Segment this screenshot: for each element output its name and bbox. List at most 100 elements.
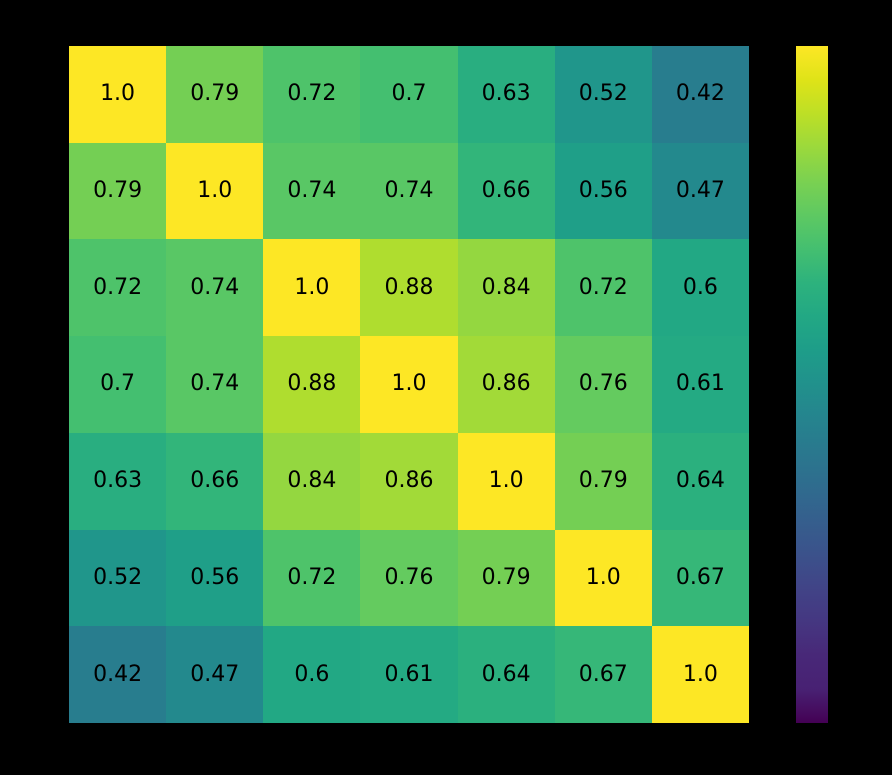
- cell-value-label: 0.67: [675, 564, 725, 590]
- heatmap-cell: 0.79: [554, 432, 652, 530]
- cell-value-label: 0.42: [675, 81, 725, 107]
- cell-value-label: 0.47: [675, 178, 725, 204]
- heatmap-cell: 0.63: [69, 432, 167, 530]
- cell-value-label: 1.0: [488, 468, 524, 494]
- cell-value-label: 0.74: [190, 274, 240, 300]
- cell-value-label: 0.64: [675, 468, 725, 494]
- heatmap-cell: 1.0: [69, 46, 167, 143]
- cell-value-label: 0.52: [93, 564, 143, 590]
- heatmap-cell: 0.63: [457, 46, 555, 143]
- heatmap: 1.0 0.79 0.72 0.7 0.63 0.52 0.42 0.79 1.0 0.74 0.7…: [69, 46, 749, 723]
- heatmap-cell: 0.79: [457, 529, 555, 627]
- heatmap-cell: 0.84: [457, 239, 555, 337]
- cell-value-label: 0.61: [384, 661, 434, 687]
- cell-value-label: 0.63: [481, 81, 531, 107]
- cell-value-label: 0.88: [287, 371, 337, 397]
- cell-value-label: 0.74: [287, 178, 337, 204]
- heatmap-cell: 0.64: [457, 626, 555, 723]
- cell-value-label: 0.79: [481, 564, 531, 590]
- cell-value-label: 0.79: [93, 178, 143, 204]
- cell-value-label: 0.6: [682, 274, 718, 300]
- heatmap-cell: 0.74: [360, 142, 458, 240]
- heatmap-cell: 0.76: [360, 529, 458, 627]
- cell-value-label: 0.79: [578, 468, 628, 494]
- cell-value-label: 0.88: [384, 274, 434, 300]
- heatmap-cell: 0.72: [263, 46, 361, 143]
- cell-value-label: 1.0: [197, 178, 233, 204]
- cell-value-label: 0.66: [481, 178, 531, 204]
- cell-value-label: 0.52: [578, 81, 628, 107]
- heatmap-cell: 0.67: [554, 626, 652, 723]
- heatmap-cell: 1.0: [166, 142, 264, 240]
- cell-value-label: 1.0: [585, 564, 621, 590]
- heatmap-cell: 0.52: [69, 529, 167, 627]
- heatmap-cell: 1.0: [457, 432, 555, 530]
- heatmap-cell: 0.88: [360, 239, 458, 337]
- heatmap-cell: 0.86: [457, 336, 555, 433]
- heatmap-cell: 0.52: [554, 46, 652, 143]
- cell-value-label: 0.76: [384, 564, 434, 590]
- heatmap-cell: 0.88: [263, 336, 361, 433]
- heatmap-cell: 0.47: [651, 142, 749, 240]
- heatmap-cell: 0.67: [651, 529, 749, 627]
- cell-value-label: 0.76: [578, 371, 628, 397]
- heatmap-cell: 1.0: [263, 239, 361, 337]
- heatmap-cell: 0.72: [554, 239, 652, 337]
- heatmap-cell: 0.74: [166, 239, 264, 337]
- heatmap-cell: 0.74: [263, 142, 361, 240]
- heatmap-cell: 0.72: [69, 239, 167, 337]
- heatmap-cell: 0.7: [360, 46, 458, 143]
- heatmap-cell: 0.42: [651, 46, 749, 143]
- cell-value-label: 0.86: [384, 468, 434, 494]
- cell-value-label: 0.7: [391, 81, 427, 107]
- heatmap-cell: 0.56: [166, 529, 264, 627]
- cell-value-label: 0.42: [93, 661, 143, 687]
- cell-value-label: 0.56: [578, 178, 628, 204]
- heatmap-cell: 0.72: [263, 529, 361, 627]
- heatmap-cell: 0.56: [554, 142, 652, 240]
- heatmap-cell: 0.61: [360, 626, 458, 723]
- heatmap-cell: 0.42: [69, 626, 167, 723]
- heatmap-cell: 1.0: [554, 529, 652, 627]
- cell-value-label: 0.86: [481, 371, 531, 397]
- cell-value-label: 0.72: [93, 274, 143, 300]
- colorbar: [796, 46, 828, 723]
- cell-value-label: 1.0: [682, 661, 718, 687]
- heatmap-cell: 0.74: [166, 336, 264, 433]
- cell-value-label: 0.47: [190, 661, 240, 687]
- cell-value-label: 0.84: [481, 274, 531, 300]
- heatmap-cell: 0.79: [69, 142, 167, 240]
- cell-value-label: 0.7: [100, 371, 136, 397]
- cell-value-label: 0.84: [287, 468, 337, 494]
- cell-value-label: 0.72: [287, 564, 337, 590]
- cell-value-label: 0.67: [578, 661, 628, 687]
- cell-value-label: 0.79: [190, 81, 240, 107]
- cell-value-label: 1.0: [294, 274, 330, 300]
- cell-value-label: 0.61: [675, 371, 725, 397]
- heatmap-cell: 1.0: [651, 626, 749, 723]
- heatmap-cell: 0.7: [69, 336, 167, 433]
- heatmap-cell: 0.84: [263, 432, 361, 530]
- cell-value-label: 0.72: [578, 274, 628, 300]
- heatmap-cell: 0.61: [651, 336, 749, 433]
- cell-value-label: 0.74: [190, 371, 240, 397]
- cell-value-label: 0.56: [190, 564, 240, 590]
- heatmap-cell: 0.6: [651, 239, 749, 337]
- heatmap-cell: 0.79: [166, 46, 264, 143]
- cell-value-label: 1.0: [100, 81, 136, 107]
- cell-value-label: 0.74: [384, 178, 434, 204]
- cell-value-label: 0.63: [93, 468, 143, 494]
- heatmap-cell: 1.0: [360, 336, 458, 433]
- heatmap-cell: 0.47: [166, 626, 264, 723]
- heatmap-cell: 0.64: [651, 432, 749, 530]
- cell-value-label: 1.0: [391, 371, 427, 397]
- heatmap-cell: 0.76: [554, 336, 652, 433]
- cell-value-label: 0.6: [294, 661, 330, 687]
- cell-value-label: 0.64: [481, 661, 531, 687]
- cell-value-label: 0.72: [287, 81, 337, 107]
- cell-value-label: 0.66: [190, 468, 240, 494]
- heatmap-cell: 0.66: [166, 432, 264, 530]
- heatmap-cell: 0.6: [263, 626, 361, 723]
- heatmap-cell: 0.66: [457, 142, 555, 240]
